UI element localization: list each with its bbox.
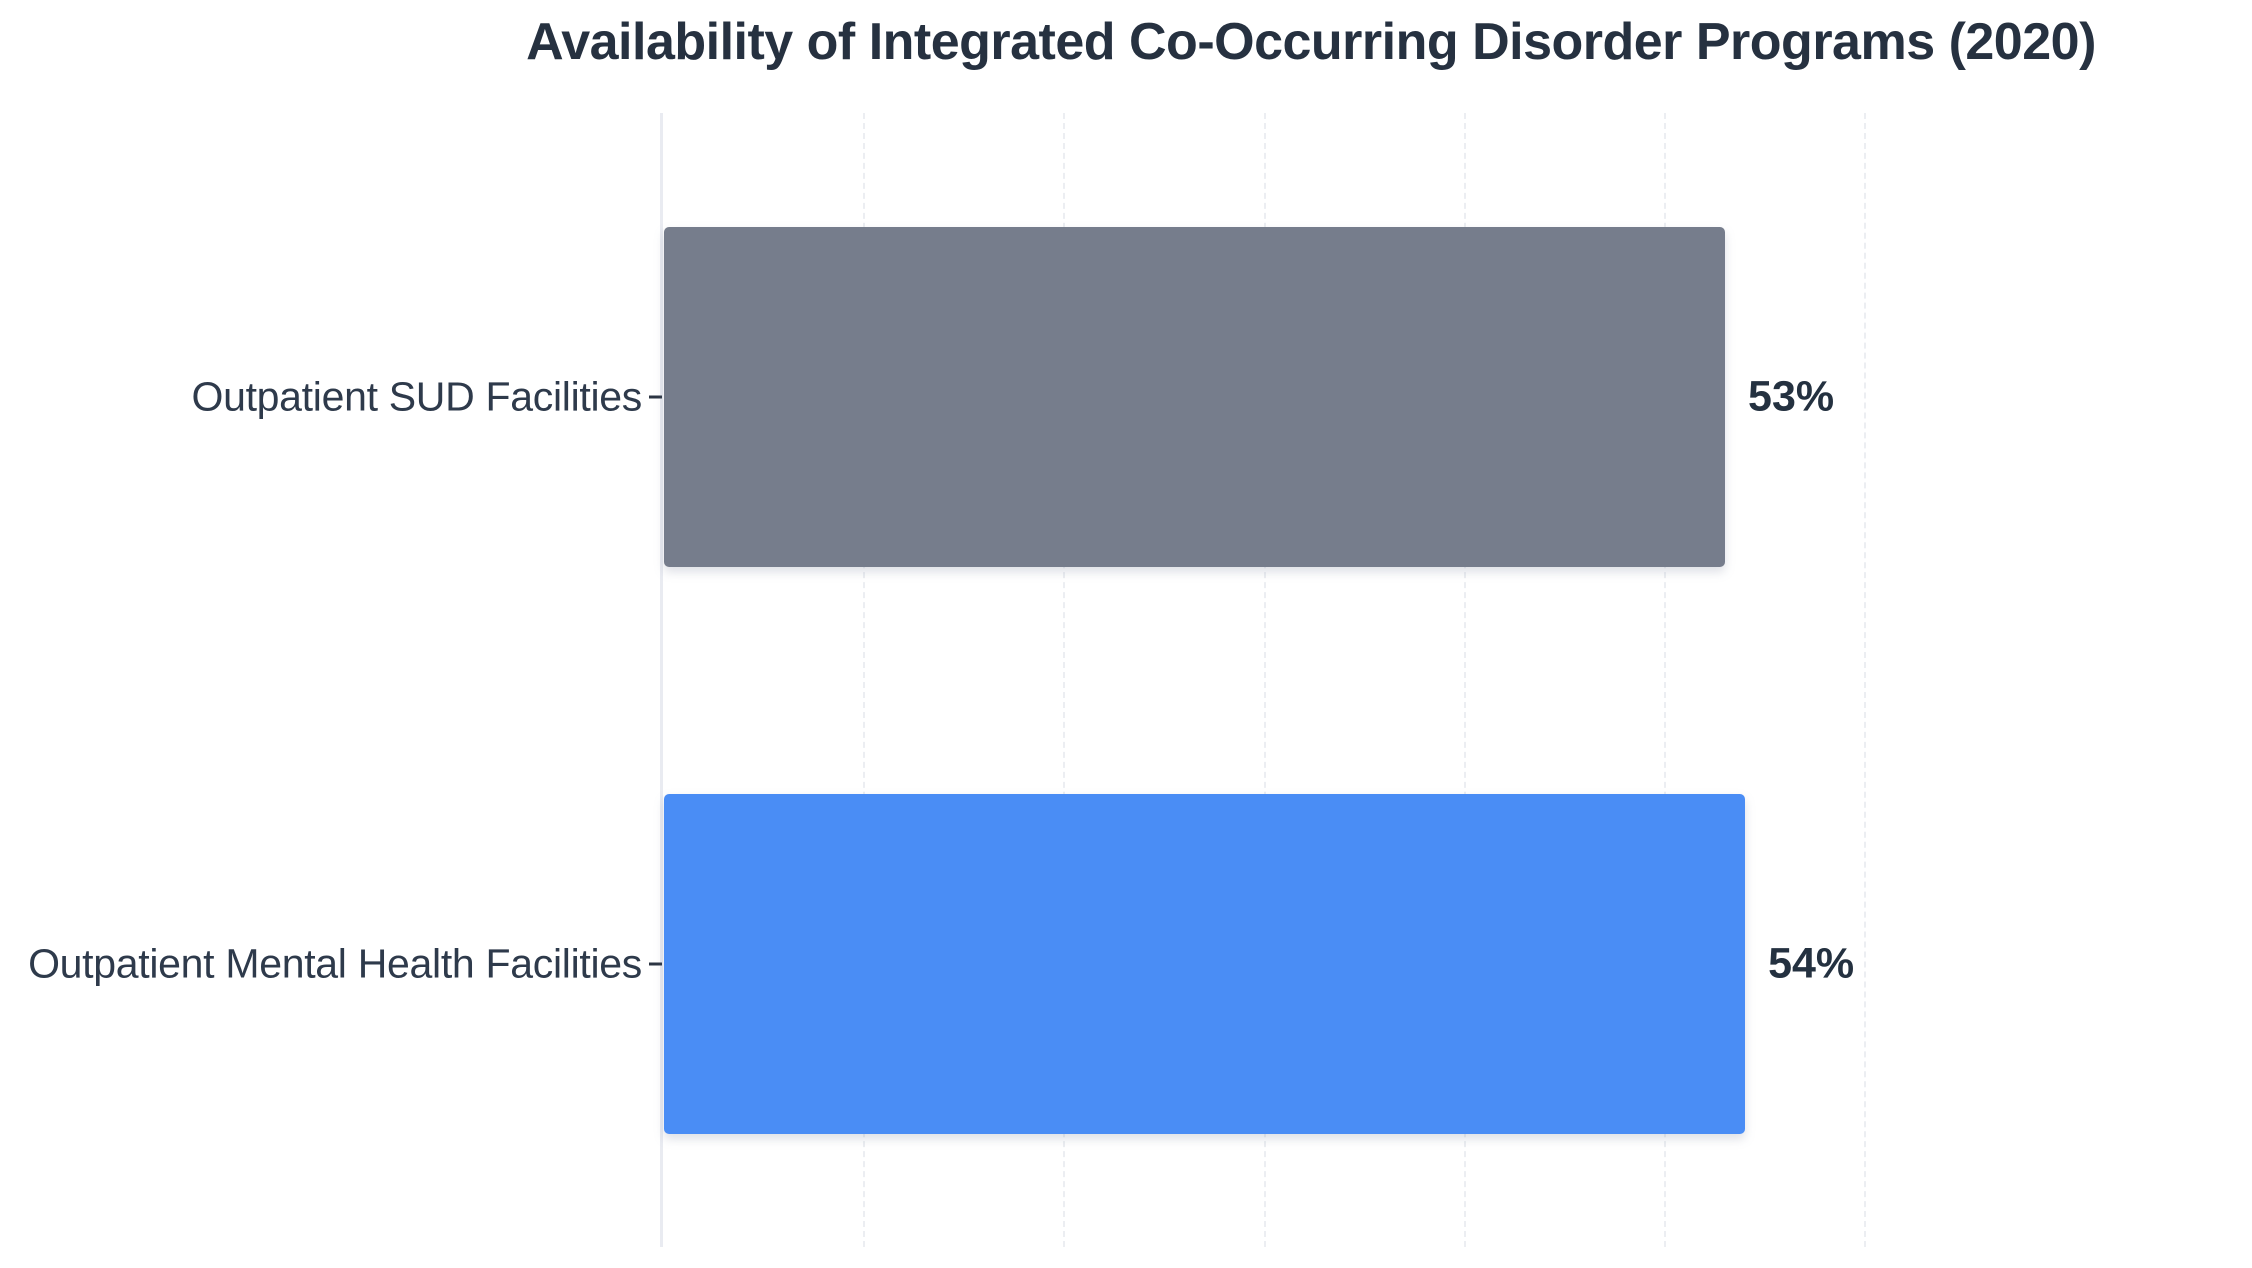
gridline-30pct	[1263, 113, 1266, 1247]
category-label: Outpatient Mental Health Facilities	[28, 940, 642, 986]
y-axis-tick	[649, 962, 662, 965]
value-label: 53%	[1748, 372, 1835, 420]
gridline-10pct	[863, 113, 866, 1247]
category-label: Outpatient SUD Facilities	[191, 373, 642, 419]
gridline-20pct	[1063, 113, 1066, 1247]
bar-sud-facilities	[664, 226, 1726, 567]
gridline-40pct	[1463, 113, 1466, 1247]
gridline-60pct	[1864, 113, 1867, 1247]
gridline-50pct	[1664, 113, 1666, 1247]
y-axis-tick	[649, 395, 662, 398]
chart-title: Availability of Integrated Co-Occurring …	[526, 13, 2096, 71]
value-label: 54%	[1768, 939, 1855, 987]
bar-mental-health-facilities	[664, 793, 1746, 1134]
y-axis-line	[660, 113, 663, 1247]
